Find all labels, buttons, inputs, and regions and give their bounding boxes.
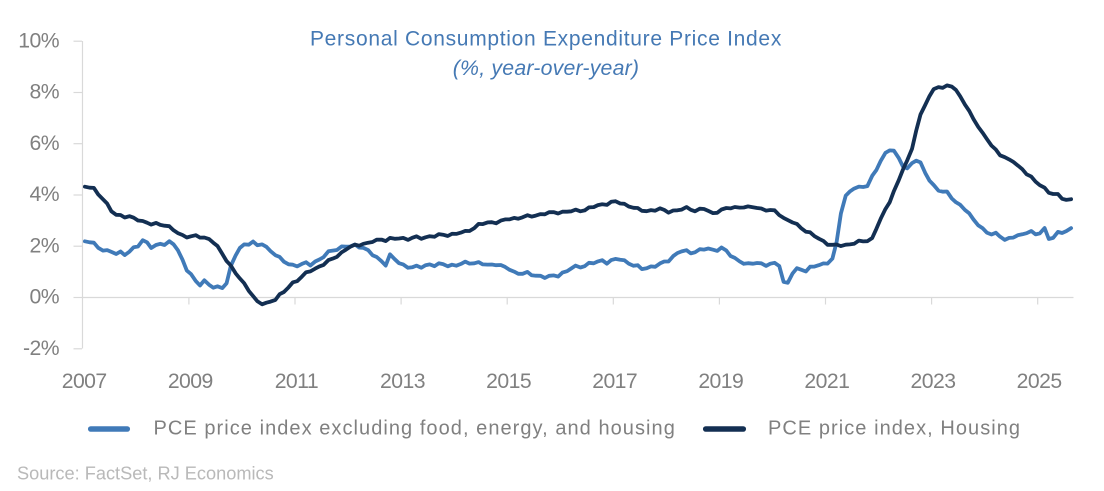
- svg-text:8%: 8%: [29, 81, 59, 104]
- svg-text:2025: 2025: [1017, 370, 1062, 393]
- svg-text:0%: 0%: [29, 286, 59, 309]
- svg-text:2%: 2%: [29, 234, 59, 257]
- svg-text:2023: 2023: [911, 370, 956, 393]
- svg-text:(%, year-over-year): (%, year-over-year): [453, 56, 639, 80]
- svg-text:2009: 2009: [168, 370, 213, 393]
- svg-text:Source: FactSet, RJ Economics: Source: FactSet, RJ Economics: [17, 463, 274, 483]
- svg-text:2021: 2021: [804, 370, 849, 393]
- svg-text:Personal Consumption Expenditu: Personal Consumption Expenditure Price I…: [310, 28, 782, 51]
- svg-text:2011: 2011: [275, 370, 318, 393]
- svg-text:4%: 4%: [29, 183, 59, 206]
- svg-text:PCE price index excluding food: PCE price index excluding food, energy, …: [154, 417, 676, 439]
- svg-text:2019: 2019: [698, 370, 743, 393]
- svg-text:-2%: -2%: [23, 337, 60, 360]
- svg-text:6%: 6%: [29, 132, 59, 155]
- svg-text:2015: 2015: [486, 370, 531, 393]
- svg-text:2007: 2007: [62, 370, 107, 393]
- svg-text:PCE price index, Housing: PCE price index, Housing: [768, 417, 1021, 439]
- svg-text:2013: 2013: [380, 370, 425, 393]
- svg-text:2017: 2017: [592, 370, 637, 393]
- svg-text:10%: 10%: [18, 29, 59, 52]
